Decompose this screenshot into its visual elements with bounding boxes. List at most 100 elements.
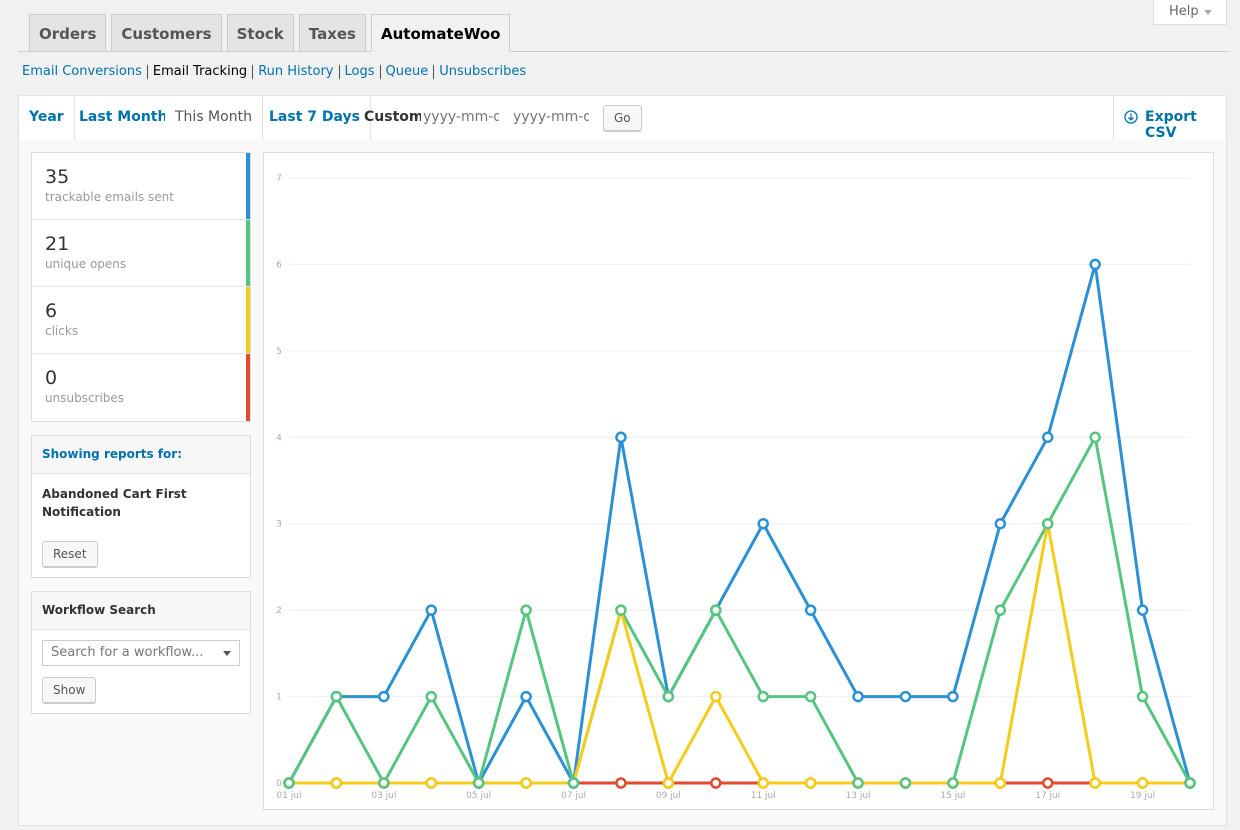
data-point	[804, 604, 817, 616]
data-point	[710, 777, 722, 789]
subnav: Email Conversions Email Tracking Run Histo…	[22, 65, 531, 79]
x-tick-label: 13 jul	[846, 791, 871, 801]
data-point	[662, 777, 675, 789]
data-point	[710, 690, 722, 703]
data-point	[947, 777, 959, 789]
y-tick-label: 1	[276, 693, 282, 703]
data-point	[330, 777, 343, 789]
data-point	[1184, 777, 1196, 789]
data-point	[615, 604, 627, 616]
nav-tab[interactable]: Orders	[29, 14, 107, 52]
data-point	[1041, 777, 1054, 789]
nav-tab[interactable]: Customers	[111, 14, 222, 52]
subnav-link[interactable]: Email Tracking	[146, 65, 252, 79]
data-point	[1136, 777, 1149, 789]
data-point	[1041, 431, 1054, 444]
data-point	[520, 690, 532, 703]
data-point	[283, 777, 295, 789]
x-tick-label: 15 jul	[940, 791, 965, 801]
nav-tabs: Orders Customers Stock Taxes AutomateWoo	[29, 14, 511, 52]
data-point	[852, 777, 864, 789]
help-button[interactable]: Help	[1153, 0, 1227, 25]
data-point	[947, 690, 959, 703]
data-point	[520, 777, 532, 789]
summary-box: 35 trackable emails sent 21 unique opens 6 cl…	[31, 152, 251, 422]
data-point	[899, 777, 912, 789]
data-point	[520, 604, 532, 616]
subnav-link[interactable]: Unsubscribes	[433, 65, 531, 79]
data-point	[757, 690, 769, 703]
workflow-name: Abandoned Cart First Notification	[42, 487, 187, 519]
x-tick-label: 11 jul	[751, 791, 776, 801]
summary-value: 21	[45, 233, 70, 255]
data-point	[804, 690, 817, 703]
x-tick-label: 17 jul	[1035, 791, 1060, 801]
date-from[interactable]	[421, 108, 501, 126]
data-point	[425, 604, 438, 616]
search-panel: Workflow Search Search for a workflow...…	[31, 591, 251, 714]
series-line	[287, 435, 1192, 785]
reset-button[interactable]: Reset	[42, 541, 98, 567]
data-point	[615, 777, 627, 789]
range-tab[interactable]: Last Month	[69, 96, 179, 140]
summary-color	[246, 354, 250, 421]
data-point	[804, 777, 817, 789]
data-point	[1136, 604, 1149, 616]
data-point	[899, 690, 912, 703]
data-point	[567, 777, 580, 789]
filter-panel: Showing reports for: Abandoned Cart Firs…	[31, 435, 251, 578]
summary-value: 0	[45, 367, 58, 389]
separator	[1113, 96, 1114, 140]
summary-color	[246, 153, 250, 219]
x-tick-label: 19 jul	[1130, 791, 1155, 801]
data-point	[1136, 690, 1149, 703]
data-point	[757, 517, 769, 530]
subnav-link[interactable]: Logs	[338, 65, 380, 79]
data-point	[330, 690, 343, 703]
summary-row: 6 clicks	[32, 287, 250, 354]
y-tick-label: 0	[276, 779, 282, 789]
range-tab[interactable]: Year	[19, 96, 75, 140]
x-tick-label: 01 jul	[276, 791, 301, 801]
panel-heading: Workflow Search	[32, 592, 250, 630]
export-csv[interactable]: Export CSV	[1145, 109, 1197, 141]
show-button[interactable]: Show	[42, 677, 97, 703]
data-point	[425, 777, 438, 789]
subnav-link[interactable]: Queue	[379, 65, 434, 79]
data-point	[1041, 517, 1054, 530]
y-tick-label: 4	[276, 433, 282, 443]
nav-tab[interactable]: Stock	[226, 14, 294, 52]
chart: 0 1 2 3 4 5 6 7 01 jul 03 jul 05 jul 07 jul 09 jul 11…	[263, 152, 1214, 810]
select-arrow	[223, 651, 231, 660]
summary-label: unsubscribes	[45, 391, 125, 405]
data-point	[1089, 777, 1101, 789]
data-point	[378, 777, 390, 789]
summary-label: trackable emails sent	[45, 190, 174, 204]
data-point	[472, 777, 485, 789]
summary-row: 35 trackable emails sent	[32, 153, 250, 220]
y-tick-label: 5	[276, 347, 282, 357]
date-to[interactable]	[511, 108, 591, 126]
summary-color	[246, 220, 250, 286]
data-point	[662, 690, 675, 703]
subnav-link[interactable]: Run History	[252, 65, 338, 79]
panel-heading: Showing reports for:	[32, 436, 250, 474]
tab-divider	[18, 51, 1228, 52]
data-point	[994, 604, 1007, 616]
export-icon	[1124, 110, 1138, 124]
range-tab[interactable]: This Month	[165, 96, 263, 140]
nav-tab[interactable]: AutomateWoo	[370, 14, 511, 52]
x-tick-label: 03 jul	[371, 791, 396, 801]
workflow-select[interactable]: Search for a workflow...	[42, 640, 240, 666]
custom-label: Custom:	[364, 109, 430, 125]
nav-tab[interactable]: Taxes	[298, 14, 366, 52]
range-tab[interactable]: Last 7 Days	[259, 96, 371, 140]
summary-row: 0 unsubscribes	[32, 354, 250, 421]
subnav-link[interactable]: Email Conversions	[22, 64, 142, 79]
go-button[interactable]: Go	[603, 105, 642, 131]
data-point	[994, 517, 1007, 530]
summary-value: 35	[45, 166, 70, 188]
y-tick-label: 2	[276, 606, 282, 616]
data-point	[378, 690, 390, 703]
